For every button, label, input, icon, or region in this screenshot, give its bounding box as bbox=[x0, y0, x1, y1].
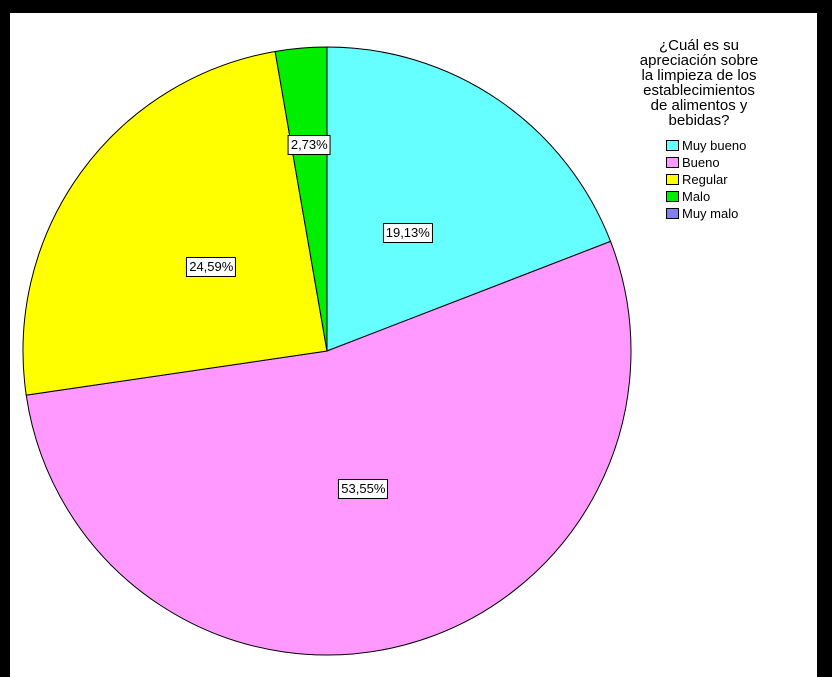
legend-items: Muy bueno Bueno Regular Malo Muy malo bbox=[666, 137, 782, 222]
legend-item-muy-malo: Muy malo bbox=[666, 205, 782, 222]
legend-item-regular: Regular bbox=[666, 171, 782, 188]
slice-label-regular: 24,59% bbox=[186, 257, 237, 278]
slice-label-bueno: 53,55% bbox=[338, 479, 389, 500]
legend-swatch bbox=[666, 208, 679, 219]
pie-slice-muy-bueno bbox=[326, 46, 612, 352]
chart-frame: 19,13% 53,55% 24,59% 2,73% ¿Cuál es su apre… bbox=[10, 13, 817, 677]
legend-item-muy-bueno: Muy bueno bbox=[666, 137, 782, 154]
legend: ¿Cuál es su apreciación sobre la limpiez… bbox=[616, 38, 782, 222]
legend-swatch bbox=[666, 157, 679, 168]
legend-title: ¿Cuál es su apreciación sobre la limpiez… bbox=[639, 37, 759, 129]
legend-label: Malo bbox=[682, 189, 711, 204]
legend-label: Muy malo bbox=[682, 206, 739, 221]
legend-label: Regular bbox=[682, 172, 728, 187]
legend-label: Bueno bbox=[682, 155, 720, 170]
slice-label-muy-bueno: 19,13% bbox=[382, 223, 433, 244]
pie-slice-regular bbox=[22, 50, 328, 396]
slice-label-malo: 2,73% bbox=[287, 135, 331, 156]
pie-slice-malo bbox=[274, 46, 328, 352]
legend-item-bueno: Bueno bbox=[666, 154, 782, 171]
legend-item-malo: Malo bbox=[666, 188, 782, 205]
legend-swatch bbox=[666, 191, 679, 202]
pie-chart bbox=[22, 46, 632, 656]
pie-slice-bueno bbox=[25, 240, 632, 656]
legend-label: Muy bueno bbox=[682, 138, 747, 153]
legend-swatch bbox=[666, 174, 679, 185]
legend-swatch bbox=[666, 140, 679, 151]
